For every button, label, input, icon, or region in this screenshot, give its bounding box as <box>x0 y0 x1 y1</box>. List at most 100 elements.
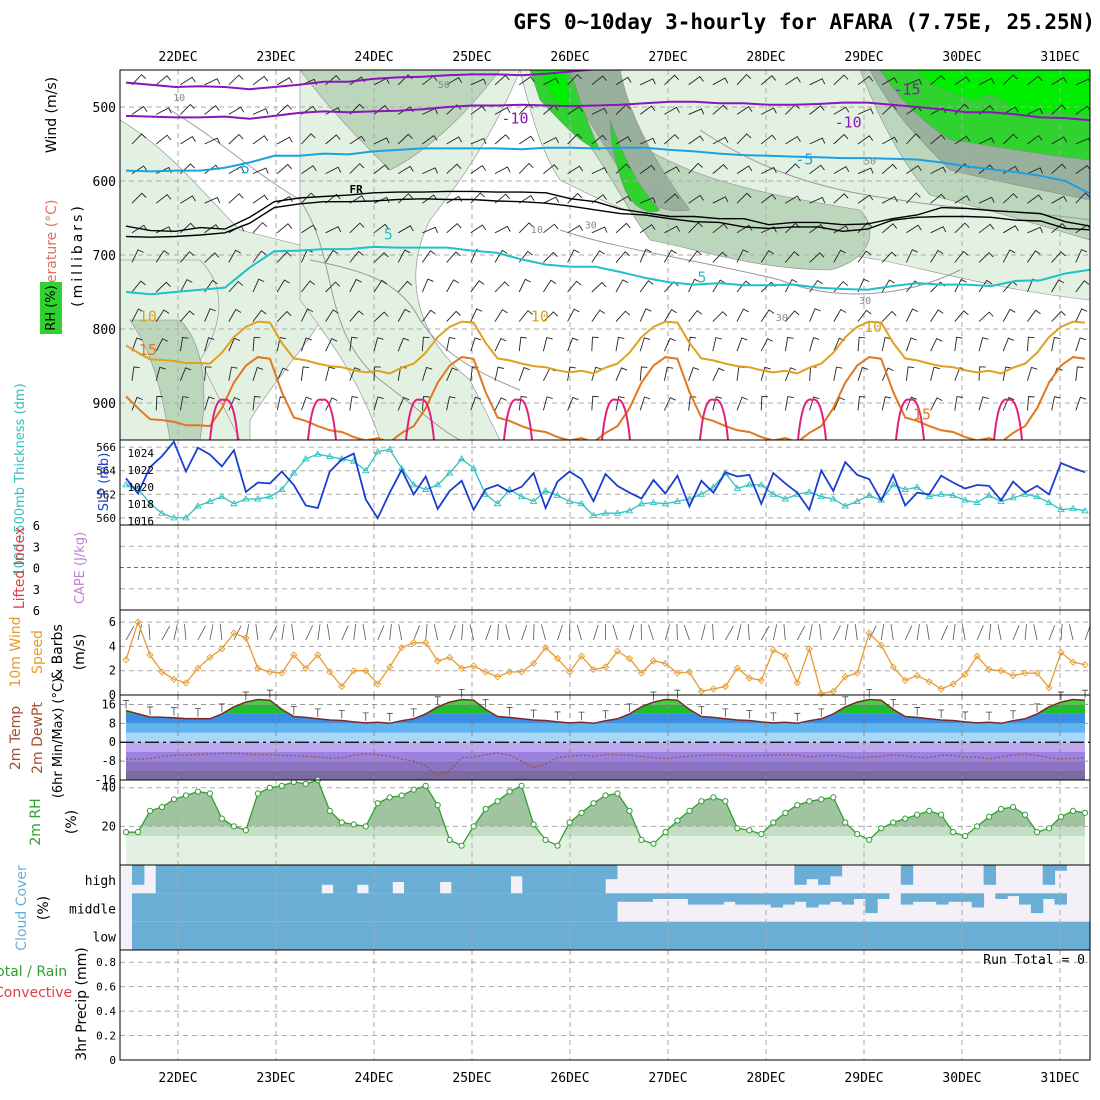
cloud-bar-low <box>569 921 582 950</box>
wind-barb <box>688 278 701 293</box>
wind-speed-point <box>769 646 777 654</box>
thickness-point <box>829 495 838 502</box>
wind-barb <box>615 251 630 263</box>
rh-badge-label: RH (%) <box>44 285 59 330</box>
surface-wind-barb <box>952 624 956 641</box>
wind-barb <box>373 337 384 352</box>
rh-contour-line <box>559 229 961 295</box>
wind-barb <box>736 165 753 174</box>
minmax-marker <box>506 707 513 716</box>
cloud-bar-low <box>912 921 925 950</box>
wind-barb <box>1002 106 1019 115</box>
wind-barb <box>930 107 947 115</box>
wind-barb <box>736 337 748 352</box>
wind-tick: 0 <box>109 688 116 702</box>
millibar-ylabel: (millibars) <box>70 203 86 307</box>
temp-band <box>126 723 1085 733</box>
rh-contour-label: 50 <box>864 157 876 168</box>
temp-ylabel-1: 2m Temp <box>8 706 24 770</box>
wind-barb <box>1027 134 1043 145</box>
wind-barb <box>518 162 534 174</box>
rh-tick: 20 <box>102 819 116 833</box>
wind-speed-point <box>290 651 298 659</box>
wind-speed-point <box>481 668 490 676</box>
rh-point <box>902 815 909 822</box>
wind-barb <box>252 336 261 352</box>
cloud-bar-middle <box>900 893 914 905</box>
wind-barb <box>325 281 341 293</box>
cloud-bar-middle <box>297 893 310 922</box>
minmax-marker <box>146 706 153 715</box>
minmax-marker <box>362 712 369 721</box>
minmax-marker <box>1058 691 1065 701</box>
cloud-bar-middle <box>392 893 405 922</box>
wind-barb <box>1002 366 1012 381</box>
wind-speed-point <box>338 682 346 691</box>
cloud-bar-low <box>983 921 996 950</box>
cloud-bar-low <box>1042 921 1056 950</box>
rh-point <box>482 805 489 813</box>
wind-barb <box>397 133 413 145</box>
cloud-bar-middle <box>191 893 204 922</box>
wind-barb <box>155 309 170 322</box>
wind-barb <box>446 76 463 86</box>
rh-point <box>854 830 861 838</box>
cloud-bar-middle <box>616 893 630 902</box>
temp-tick: 8 <box>109 716 116 730</box>
wind-barb <box>325 226 342 234</box>
surface-wind-barb <box>362 624 367 641</box>
cloud-bar-middle <box>1019 893 1032 905</box>
wind-barb <box>784 396 794 411</box>
date-label-top: 26DEC <box>550 50 589 65</box>
cloud-bar-high <box>250 865 263 894</box>
wind-barb <box>930 366 940 381</box>
wind-barb <box>301 280 315 293</box>
dewpoint-line <box>125 752 1086 776</box>
thickness-point <box>577 499 586 507</box>
wind-barb <box>930 226 947 234</box>
wind-barb <box>639 337 651 352</box>
wind-barb <box>760 75 777 86</box>
wind-barb <box>494 225 511 234</box>
wind-speed-point <box>721 682 730 691</box>
thickness-point <box>589 511 598 519</box>
wind-barb <box>639 105 656 115</box>
wind-barb <box>131 192 147 204</box>
rh-point <box>530 821 537 828</box>
thickness-point <box>266 492 274 500</box>
date-label-top: 31DEC <box>1040 50 1079 65</box>
wind-speed-point <box>709 685 718 693</box>
cloud-level-label: high <box>85 874 116 889</box>
cloud-bar-low <box>273 921 287 950</box>
freezing-label: FR <box>350 183 364 196</box>
wind-barb <box>1051 76 1068 86</box>
cloud-bar-low <box>829 921 843 950</box>
minmax-marker <box>938 709 945 719</box>
wind-barb <box>131 396 143 411</box>
wind-barb <box>300 308 314 322</box>
cloud-bar-high <box>380 865 393 894</box>
wind-barb <box>131 224 148 234</box>
surface-wind-barb <box>1012 625 1020 641</box>
wind-barb <box>1051 279 1065 293</box>
rh-point <box>614 790 621 797</box>
surface-wind-barb <box>413 625 421 641</box>
wind-barb <box>1051 222 1067 234</box>
minmax-marker <box>794 712 801 722</box>
wind-barb <box>760 309 775 322</box>
thickness-point <box>625 506 634 514</box>
cloud-bar-low <box>877 921 890 950</box>
wind-barb <box>155 366 166 381</box>
cloud-bar-middle <box>853 893 866 899</box>
wind-barb <box>978 137 995 145</box>
wind-barb <box>494 249 508 263</box>
wind-barb <box>567 165 584 174</box>
minmax-marker <box>530 709 537 719</box>
cloud-bar-high <box>463 865 476 894</box>
minmax-marker <box>890 699 897 708</box>
cloud-level-label: low <box>93 931 117 946</box>
wind-speed-point <box>829 687 837 695</box>
surface-wind-barb <box>305 625 313 641</box>
wind-speed-point <box>158 668 166 676</box>
isotherm-20 <box>797 398 827 440</box>
